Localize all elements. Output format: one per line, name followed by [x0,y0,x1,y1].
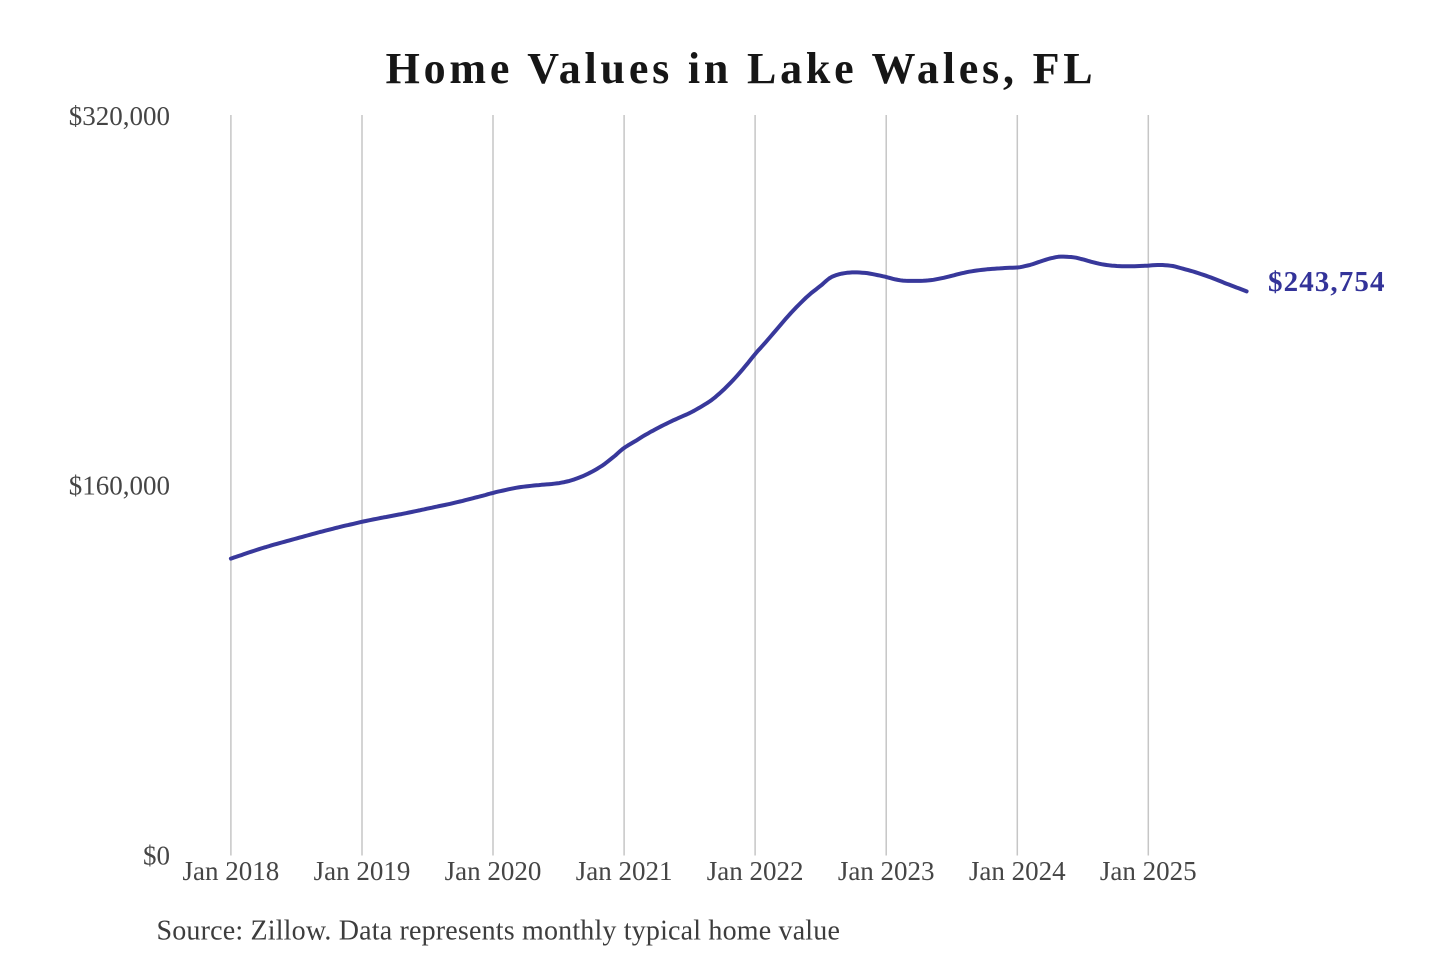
svg-text:$160,000: $160,000 [69,471,170,501]
svg-text:Jan 2024: Jan 2024 [969,856,1066,886]
svg-text:Jan 2019: Jan 2019 [314,856,411,886]
svg-text:$243,754: $243,754 [1268,266,1386,298]
svg-text:Jan 2020: Jan 2020 [445,856,542,886]
svg-text:Source: Zillow. Data represent: Source: Zillow. Data represents monthly … [157,916,841,947]
svg-text:Jan 2022: Jan 2022 [707,856,804,886]
svg-text:Jan 2018: Jan 2018 [183,856,280,886]
svg-text:Home Values in Lake Wales, FL: Home Values in Lake Wales, FL [386,44,1097,93]
svg-text:$320,000: $320,000 [69,101,170,131]
svg-text:Jan 2025: Jan 2025 [1100,856,1197,886]
svg-text:Jan 2023: Jan 2023 [838,856,935,886]
svg-text:$0: $0 [143,841,170,871]
svg-text:Jan 2021: Jan 2021 [576,856,673,886]
